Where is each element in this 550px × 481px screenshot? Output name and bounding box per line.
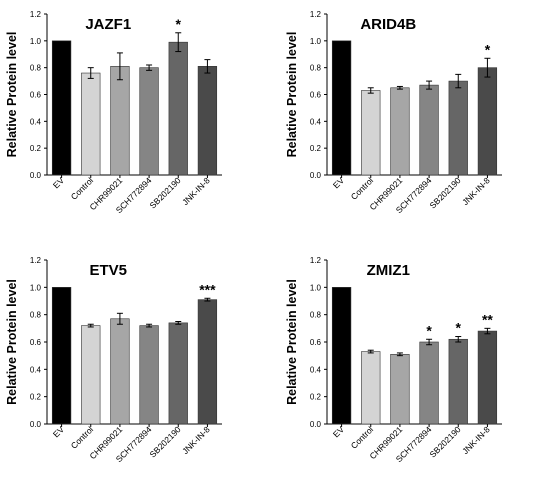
category-label-0: EV xyxy=(51,424,66,439)
chart-title: ETV5 xyxy=(89,262,127,279)
y-axis-label: Relative Protein level xyxy=(5,32,19,158)
y-tick-label: 1.0 xyxy=(30,37,42,46)
category-label-4: SB202190 xyxy=(148,424,183,459)
bar-4 xyxy=(448,338,468,425)
category-label-5: JNK-IN-8 xyxy=(180,424,212,456)
category-label-0: EV xyxy=(331,424,346,439)
category-label-1: Control xyxy=(69,424,96,451)
y-tick-label: 0.2 xyxy=(310,393,322,402)
bar-4 xyxy=(168,322,188,425)
y-tick-label: 0.8 xyxy=(310,311,322,320)
bar-5 xyxy=(477,330,498,425)
chart-panel-1: 0.0 0.2 0.4 0.6 0.8 1.0 1.2 Relative Protein le… xyxy=(285,10,502,215)
category-label-5: JNK-IN-8 xyxy=(180,175,212,207)
y-tick-label: 0.0 xyxy=(30,171,42,180)
chart-title: ZMIZ1 xyxy=(367,262,410,279)
category-label-4: SB202190 xyxy=(428,175,463,210)
bar-3 xyxy=(139,325,159,425)
bar-1 xyxy=(361,90,381,176)
y-tick-label: 0.6 xyxy=(30,338,42,347)
category-label-4: SB202190 xyxy=(428,424,463,459)
bar-3 xyxy=(139,67,159,176)
y-tick-label: 0.0 xyxy=(310,171,322,180)
bar-5 xyxy=(477,67,498,176)
y-tick-label: 1.0 xyxy=(310,37,322,46)
y-tick-label: 1.2 xyxy=(30,256,42,265)
chart-panel-0: 0.0 0.2 0.4 0.6 0.8 1.0 1.2 Relative Protein le… xyxy=(5,10,222,215)
category-label-0: EV xyxy=(51,175,66,190)
significance-label-3: * xyxy=(426,322,432,338)
y-tick-label: 0.4 xyxy=(30,365,42,374)
y-tick-label: 0.0 xyxy=(310,420,322,429)
bar-3 xyxy=(419,341,439,425)
y-tick-label: 0.8 xyxy=(30,311,42,320)
y-tick-label: 0.6 xyxy=(310,338,322,347)
category-label-5: JNK-IN-8 xyxy=(460,424,492,456)
category-label-1: Control xyxy=(349,175,376,202)
y-tick-label: 0.2 xyxy=(310,144,322,153)
significance-label-4: * xyxy=(456,320,462,336)
bar-5 xyxy=(197,66,218,176)
y-tick-label: 0.8 xyxy=(310,64,322,73)
bar-0 xyxy=(51,40,72,176)
y-tick-label: 0.8 xyxy=(30,64,42,73)
category-label-0: EV xyxy=(331,175,346,190)
significance-label-5: *** xyxy=(199,281,216,297)
y-axis-label: Relative Protein level xyxy=(285,279,299,405)
chart-panel-2: 0.0 0.2 0.4 0.6 0.8 1.0 1.2 Relative Protein le… xyxy=(5,256,222,464)
significance-label-5: * xyxy=(485,41,491,57)
significance-label-5: ** xyxy=(482,311,493,327)
category-label-4: SB202190 xyxy=(148,175,183,210)
bar-2 xyxy=(390,87,410,176)
y-axis-label: Relative Protein level xyxy=(5,279,19,405)
bar-2 xyxy=(110,318,130,425)
y-tick-label: 0.2 xyxy=(30,144,42,153)
bar-0 xyxy=(331,287,352,425)
chart-title: ARID4B xyxy=(360,16,416,33)
bar-0 xyxy=(51,287,72,425)
category-label-1: Control xyxy=(349,424,376,451)
bar-0 xyxy=(331,40,352,176)
category-label-5: JNK-IN-8 xyxy=(460,175,492,207)
bar-1 xyxy=(81,325,101,425)
y-tick-label: 0.2 xyxy=(30,393,42,402)
y-tick-label: 0.4 xyxy=(310,365,322,374)
y-tick-label: 0.4 xyxy=(310,117,322,126)
y-axis-label: Relative Protein level xyxy=(285,32,299,158)
bar-4 xyxy=(168,41,188,176)
chart-panel-3: 0.0 0.2 0.4 0.6 0.8 1.0 1.2 Relative Protein le… xyxy=(285,256,502,464)
y-tick-label: 0.4 xyxy=(30,117,42,126)
y-tick-label: 0.6 xyxy=(30,91,42,100)
y-tick-label: 1.0 xyxy=(30,283,42,292)
bar-2 xyxy=(390,353,410,425)
bar-4 xyxy=(448,80,468,176)
y-tick-label: 1.0 xyxy=(310,283,322,292)
y-tick-label: 1.2 xyxy=(310,256,322,265)
y-tick-label: 1.2 xyxy=(310,10,322,19)
bar-1 xyxy=(81,72,101,176)
bar-1 xyxy=(361,351,381,425)
y-tick-label: 1.2 xyxy=(30,10,42,19)
category-label-1: Control xyxy=(69,175,96,202)
y-tick-label: 0.6 xyxy=(310,91,322,100)
y-tick-label: 0.0 xyxy=(30,420,42,429)
chart-title: JAZF1 xyxy=(85,16,131,33)
bar-5 xyxy=(197,299,218,425)
significance-label-4: * xyxy=(176,16,182,32)
bar-2 xyxy=(110,66,130,176)
bar-3 xyxy=(419,84,439,176)
